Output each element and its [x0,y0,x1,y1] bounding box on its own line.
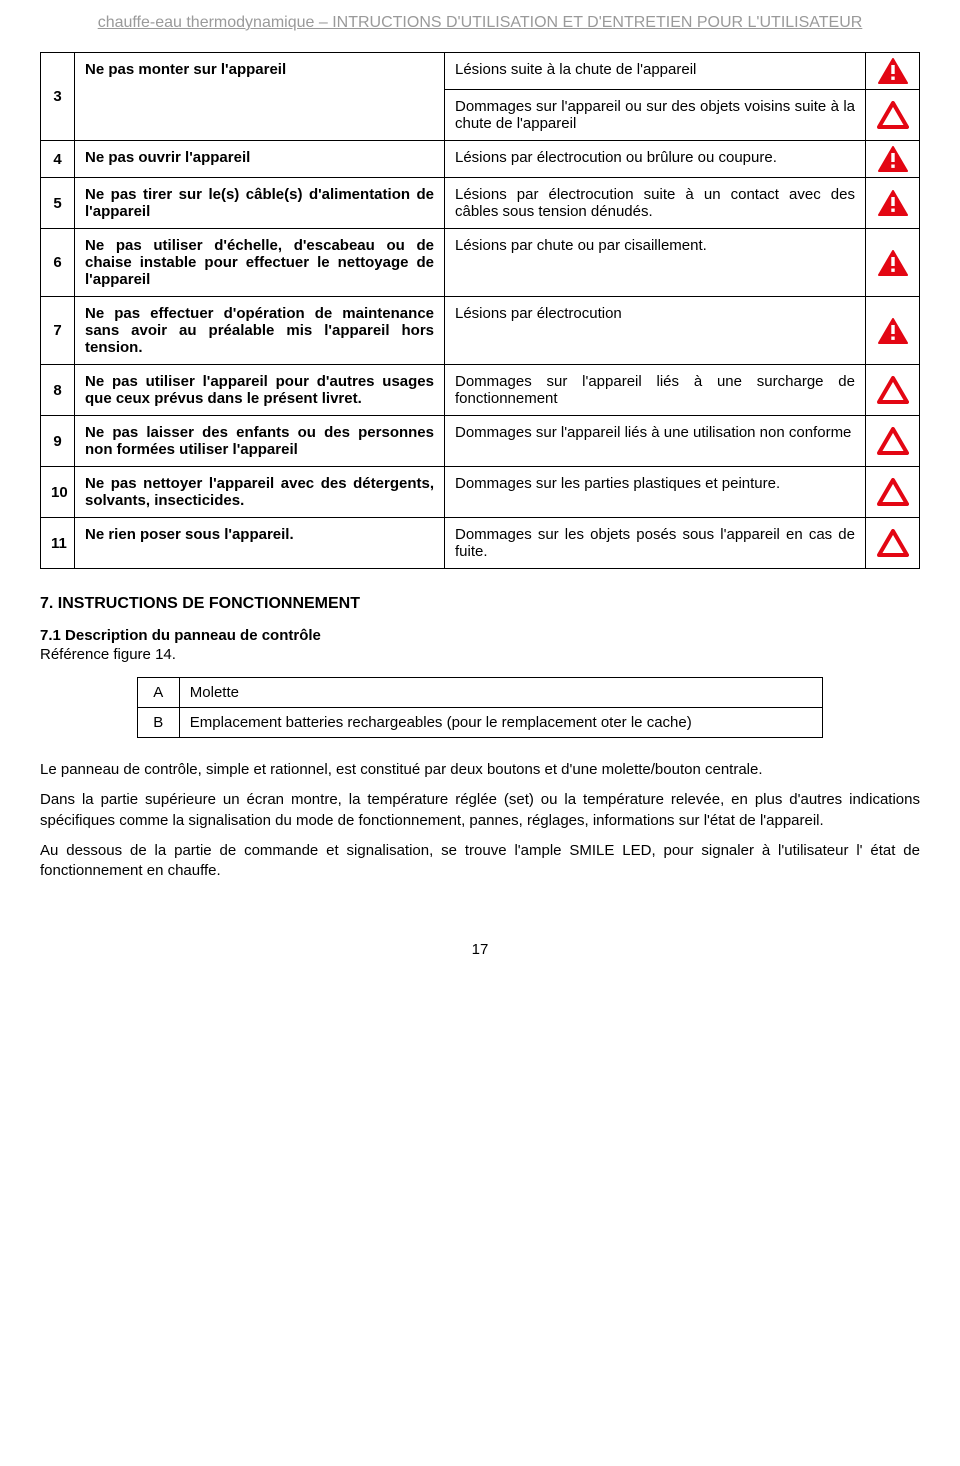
section-7-1-title: 7.1 Description du panneau de contrôle [40,627,920,644]
warning-number: 5 [41,178,75,229]
section-7-title: 7. INSTRUCTIONS DE FONCTIONNEMENT [40,595,920,613]
warning-rule: Ne pas monter sur l'appareil [75,53,445,141]
warning-number: 7 [41,297,75,365]
figure-reference: Référence figure 14. [40,646,920,663]
danger-filled-icon [866,141,920,178]
warning-rule: Ne rien poser sous l'appareil. [75,518,445,569]
warning-rule: Ne pas effectuer d'opération de maintena… [75,297,445,365]
warning-risk: Lésions par électrocution [445,297,866,365]
page-number: 17 [40,941,920,958]
warning-number: 4 [41,141,75,178]
danger-outline-icon [866,416,920,467]
warning-rule: Ne pas utiliser d'échelle, d'escabeau ou… [75,229,445,297]
danger-filled-icon [866,178,920,229]
body-paragraph: Au dessous de la partie de commande et s… [40,841,920,882]
warning-rule: Ne pas tirer sur le(s) câble(s) d'alimen… [75,178,445,229]
warning-rule: Ne pas ouvrir l'appareil [75,141,445,178]
panel-key: B [137,708,179,738]
panel-desc: Molette [179,678,822,708]
warning-risk: Dommages sur l'appareil ou sur des objet… [445,90,866,141]
warning-risk: Lésions suite à la chute de l'appareil [445,53,866,90]
warning-risk: Dommages sur l'appareil liés à une surch… [445,365,866,416]
warning-number: 11 [41,518,75,569]
danger-filled-icon [866,53,920,90]
control-panel-table: AMoletteBEmplacement batteries rechargea… [137,677,823,738]
page-header: chauffe-eau thermodynamique – INTRUCTION… [40,0,920,52]
danger-outline-icon [866,365,920,416]
warning-risk: Lésions par électrocution ou brûlure ou … [445,141,866,178]
body-paragraph: Le panneau de contrôle, simple et ration… [40,760,920,780]
warning-risk: Dommages sur l'appareil liés à une utili… [445,416,866,467]
warning-risk: Lésions par chute ou par cisaillement. [445,229,866,297]
danger-outline-icon [866,518,920,569]
warning-number: 6 [41,229,75,297]
warning-rule: Ne pas utiliser l'appareil pour d'autres… [75,365,445,416]
warning-rule: Ne pas nettoyer l'appareil avec des déte… [75,467,445,518]
warning-risk: Lésions par électrocution suite à un con… [445,178,866,229]
warning-number: 9 [41,416,75,467]
warnings-table: 3Ne pas monter sur l'appareilLésions sui… [40,52,920,569]
danger-outline-icon [866,90,920,141]
warning-number: 10 [41,467,75,518]
panel-desc: Emplacement batteries rechargeables (pou… [179,708,822,738]
warning-number: 8 [41,365,75,416]
warning-number: 3 [41,53,75,141]
warning-risk: Dommages sur les parties plastiques et p… [445,467,866,518]
warning-rule: Ne pas laisser des enfants ou des person… [75,416,445,467]
warning-risk: Dommages sur les objets posés sous l'app… [445,518,866,569]
danger-outline-icon [866,467,920,518]
panel-key: A [137,678,179,708]
danger-filled-icon [866,297,920,365]
danger-filled-icon [866,229,920,297]
body-paragraph: Dans la partie supérieure un écran montr… [40,790,920,831]
